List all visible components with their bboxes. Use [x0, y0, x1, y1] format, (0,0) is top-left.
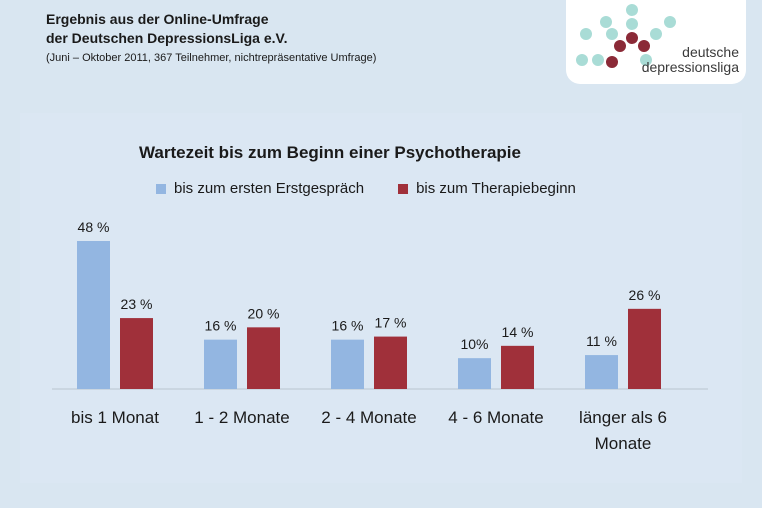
bar-series-2 [628, 308, 661, 389]
header-line-2: der Deutschen DepressionsLiga e.V. [46, 30, 288, 46]
logo-line-2: depressionsliga [641, 59, 739, 75]
logo-dot [626, 32, 638, 44]
chart-legend: bis zum ersten Erstgespräch bis zum Ther… [156, 180, 610, 197]
legend-label: bis zum Therapiebeginn [416, 180, 576, 197]
data-label: 14 % [502, 324, 534, 340]
bar-series-1 [77, 241, 110, 389]
logo-dot [606, 56, 618, 68]
category-label: 4 - 6 Monate [448, 408, 543, 427]
bar-series-1 [585, 355, 618, 389]
bar-series-1 [204, 339, 237, 389]
logo-dot [614, 40, 626, 52]
logo-dot [638, 40, 650, 52]
header-line-1: Ergebnis aus der Online-Umfrage [46, 11, 269, 27]
data-label: 23 % [121, 296, 153, 312]
bar-series-2 [247, 327, 280, 389]
logo-dot [650, 28, 662, 40]
logo-line-1: deutsche [682, 44, 739, 60]
logo-dot [606, 28, 618, 40]
data-label: 48 % [78, 219, 110, 235]
data-label: 20 % [248, 305, 280, 321]
logo-dot [580, 28, 592, 40]
bar-series-2 [374, 336, 407, 389]
category-label: 2 - 4 Monate [321, 408, 416, 427]
header-line-3: (Juni – Oktober 2011, 367 Teilnehmer, ni… [46, 52, 377, 64]
legend-swatch [156, 183, 166, 194]
depressionsliga-logo: deutsche depressionsliga [566, 0, 746, 84]
data-label: 16 % [205, 318, 237, 334]
category-label: Monate [595, 434, 652, 453]
logo-text: deutsche depressionsliga [629, 45, 739, 75]
bar-series-2 [501, 345, 534, 389]
logo-dot [576, 54, 588, 66]
category-label: 1 - 2 Monate [194, 408, 289, 427]
survey-header: Ergebnis aus der Online-Umfrage der Deut… [46, 10, 376, 66]
data-label: 17 % [375, 315, 407, 331]
logo-dot [626, 18, 638, 30]
legend-label: bis zum ersten Erstgespräch [174, 180, 365, 197]
legend-item-series-2: bis zum Therapiebeginn [398, 180, 576, 197]
data-label: 11 % [586, 333, 617, 349]
data-label: 10% [460, 336, 488, 352]
logo-dot [592, 54, 604, 66]
logo-dot [600, 16, 612, 28]
logo-dot [626, 4, 638, 16]
data-label: 26 % [629, 287, 661, 303]
legend-swatch [398, 183, 409, 194]
category-label: bis 1 Monat [71, 408, 159, 427]
bar-series-1 [458, 358, 491, 389]
logo-dot [664, 16, 676, 28]
chart-panel [20, 113, 742, 483]
category-label: länger als 6 [579, 408, 667, 427]
chart-title: Wartezeit bis zum Beginn einer Psychothe… [139, 143, 521, 162]
data-label: 16 % [332, 318, 364, 334]
logo-dot [640, 54, 652, 66]
bar-series-1 [331, 339, 364, 389]
legend-item-series-1: bis zum ersten Erstgespräch [156, 180, 364, 197]
bar-series-2 [120, 318, 153, 389]
